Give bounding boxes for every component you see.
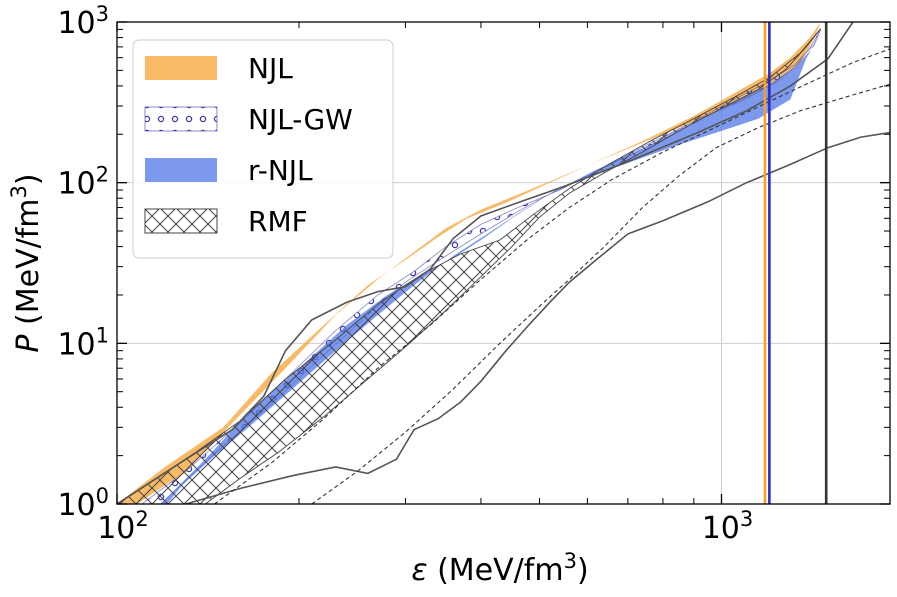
minor-ticks (117, 22, 890, 504)
y-tick-label: 103 (57, 2, 109, 41)
x-axis-title: ε (MeV/fm3) (411, 549, 588, 588)
y-axis-title: P (MeV/fm3) (7, 173, 46, 352)
plot-frame (116, 21, 891, 505)
legend-swatch-rmf (144, 208, 218, 234)
y-tick-label: 101 (57, 323, 109, 362)
legend-label-njl: NJL (248, 52, 293, 85)
x-tick-label: 102 (97, 507, 149, 546)
legend-box (132, 39, 394, 259)
ticks: 102 103 100 101 102 103 (57, 2, 890, 546)
y-tick-label: 102 (57, 163, 109, 202)
reference-curves (117, 22, 890, 504)
x-tick-label: 103 (702, 507, 754, 546)
reference-curve-dashed (214, 48, 890, 504)
reference-curve-solid (185, 131, 890, 504)
legend-swatch-njl-gw (144, 106, 218, 132)
legend-swatch-njl (145, 56, 217, 80)
legend-label-r-njl: r-NJL (248, 154, 313, 187)
y-tick-label: 100 (57, 484, 109, 523)
legend: NJL NJL-GW r-NJL RMF (132, 39, 394, 259)
legend-label-rmf: RMF (248, 205, 308, 238)
band-njl (117, 22, 821, 504)
legend-label-njl-gw: NJL-GW (248, 103, 353, 136)
reference-curve-solid (117, 22, 854, 504)
vertical-markers (763, 22, 828, 504)
axis-titles: ε (MeV/fm3) P (MeV/fm3) (7, 173, 589, 588)
band-rmf (117, 28, 822, 504)
reference-curve-dashed (311, 83, 890, 504)
legend-swatch-r-njl (145, 158, 217, 182)
